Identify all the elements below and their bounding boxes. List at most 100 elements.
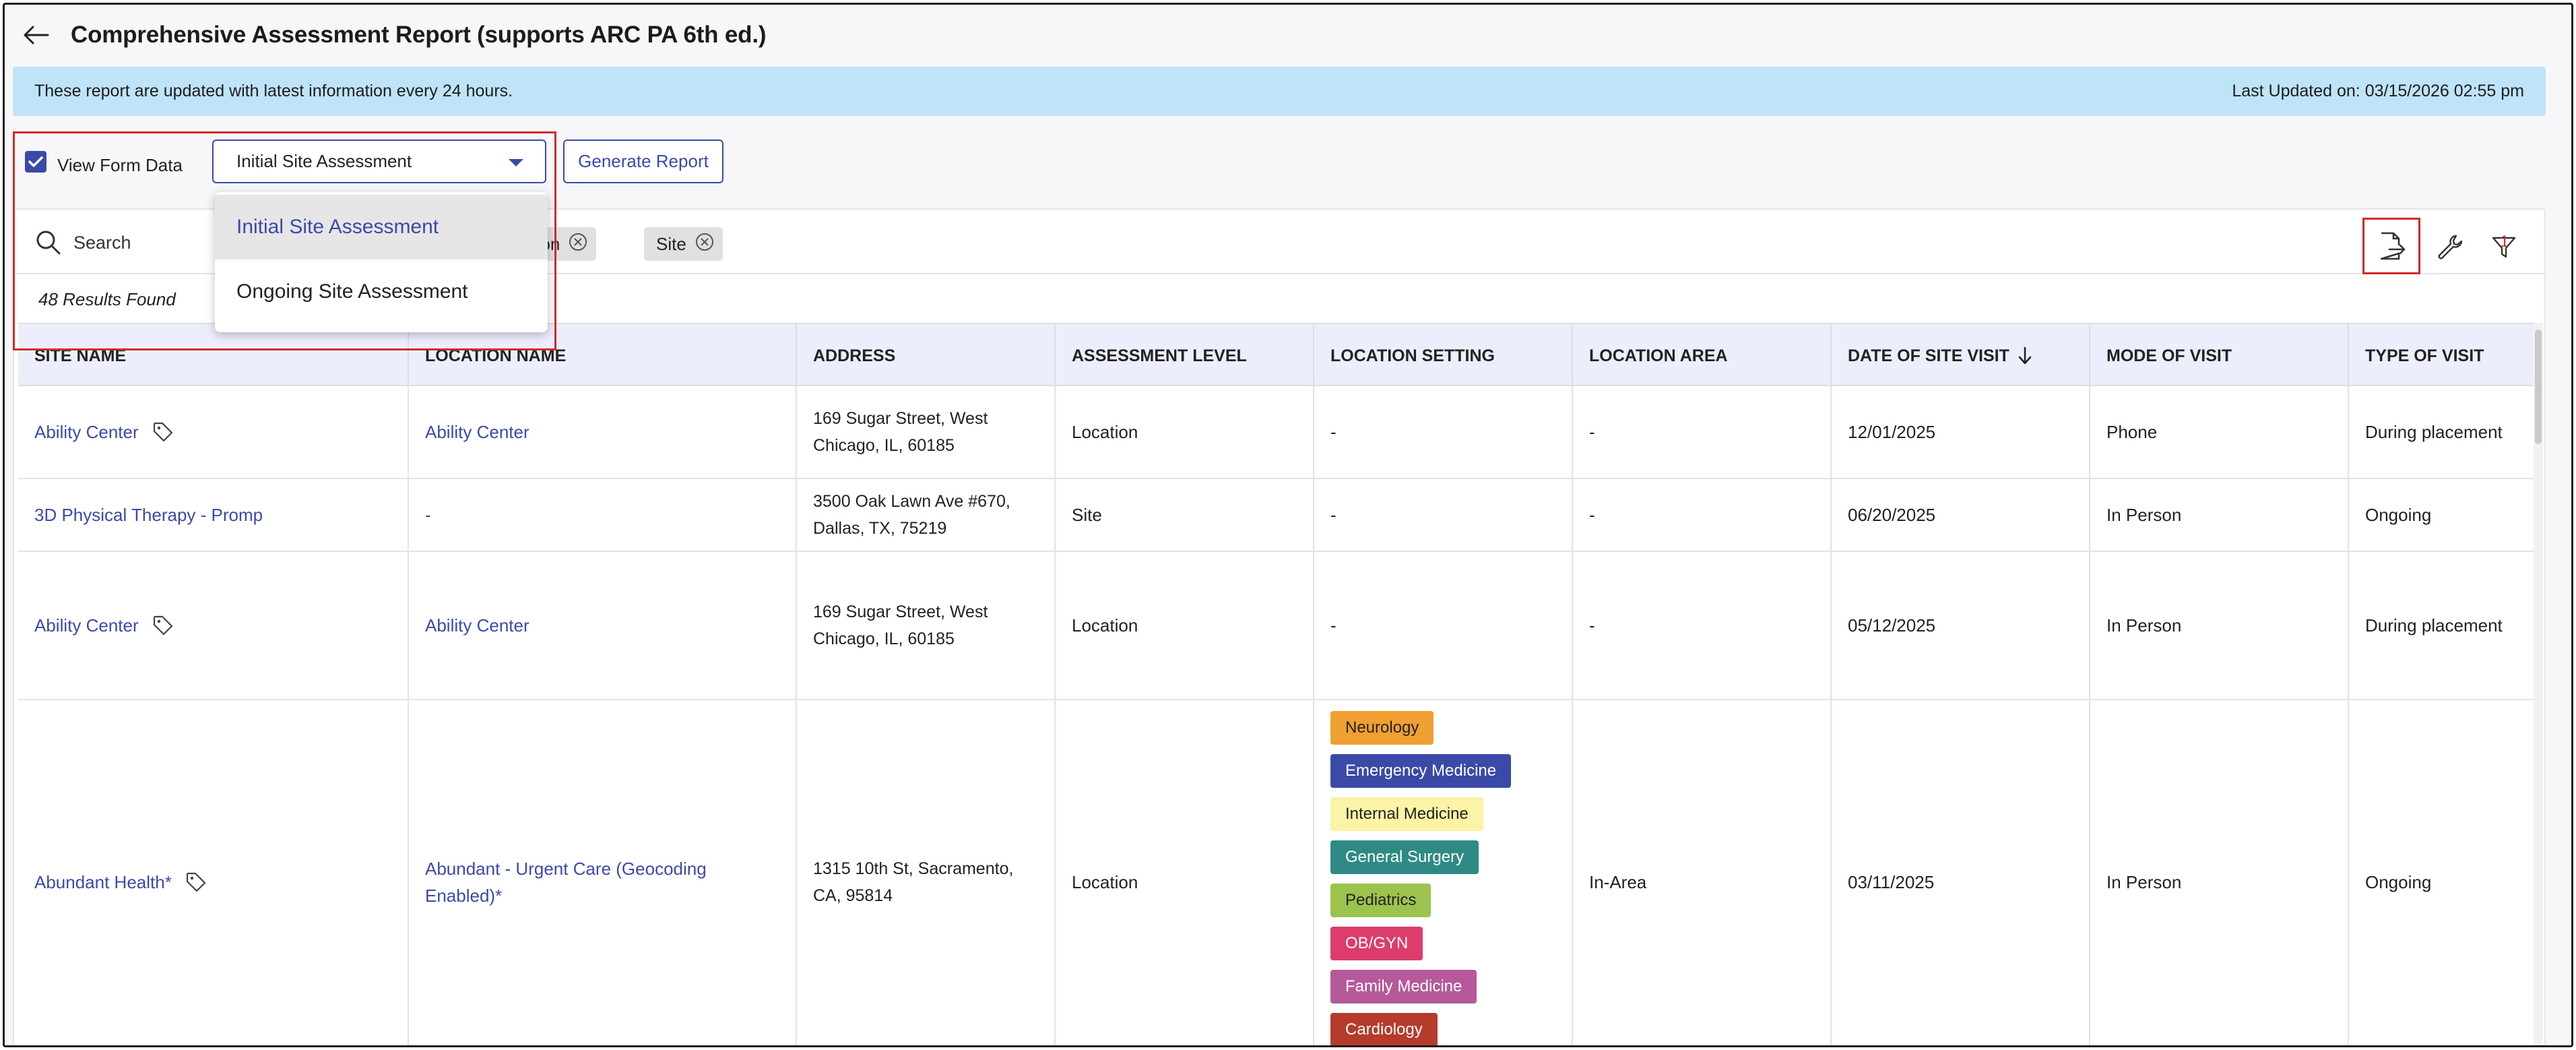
- site-name-cell: Abundant Health*: [18, 700, 408, 1045]
- visit-type-cell: Ongoing: [2348, 700, 2536, 1045]
- location-name-cell: -: [408, 479, 796, 551]
- table-row: Abundant Health* Abundant - Urgent Care …: [18, 700, 2536, 1045]
- report-panel: Search ation Site 1: [13, 208, 2546, 1045]
- site-name-link[interactable]: Ability Center: [34, 615, 139, 636]
- specialty-badge: Cardiology: [1330, 1013, 1438, 1045]
- column-header-label: DATE OF SITE VISIT: [1848, 346, 2009, 365]
- specialty-badge-list: Neurology Emergency Medicine Internal Medi…: [1330, 711, 1512, 1045]
- page-header: Comprehensive Assessment Report (support…: [5, 5, 2571, 65]
- column-header[interactable]: LOCATION SETTING: [1313, 324, 1572, 388]
- specialty-badge: Family Medicine: [1330, 970, 1477, 1003]
- assessment-level-cell: Site: [1054, 479, 1313, 551]
- specialty-badge: General Surgery: [1330, 840, 1479, 874]
- chip-label: Site: [656, 233, 686, 254]
- export-button[interactable]: [2362, 218, 2420, 274]
- close-circle-icon[interactable]: [568, 232, 588, 257]
- location-setting-cell: -: [1313, 386, 1572, 478]
- tag-icon[interactable]: [185, 871, 207, 893]
- column-header[interactable]: LOCATION NAME: [408, 324, 796, 388]
- search-icon: [34, 228, 61, 260]
- specialty-badge: Emergency Medicine: [1330, 754, 1512, 788]
- assessment-level-cell: Location: [1054, 552, 1313, 699]
- scrollbar-thumb[interactable]: [2535, 330, 2542, 444]
- column-header[interactable]: LOCATION AREA: [1572, 324, 1830, 388]
- site-name-link[interactable]: 3D Physical Therapy - Promp: [34, 505, 263, 525]
- address-cell: 169 Sugar Street, West Chicago, IL, 6018…: [796, 552, 1054, 699]
- specialty-badge: Neurology: [1330, 711, 1434, 745]
- generate-report-button[interactable]: Generate Report: [563, 140, 723, 183]
- column-header[interactable]: SITE NAME: [34, 346, 127, 365]
- back-arrow-icon[interactable]: [21, 20, 51, 50]
- site-name-link[interactable]: Abundant Health*: [34, 872, 172, 892]
- address-cell: 3500 Oak Lawn Ave #670, Dallas, TX, 7521…: [796, 479, 1054, 551]
- assessment-select-value: Initial Site Assessment: [236, 151, 412, 171]
- location-setting-cell: -: [1313, 479, 1572, 551]
- results-count: 48 Results Found: [38, 289, 176, 309]
- filter-count-badge: 1: [2500, 233, 2509, 251]
- visit-date-cell: 05/12/2025: [1830, 552, 2089, 699]
- column-header[interactable]: TYPE OF VISIT: [2348, 324, 2536, 388]
- location-area-cell: -: [1572, 479, 1830, 551]
- location-area-cell: In-Area: [1572, 700, 1830, 1045]
- site-name-cell: Ability Center: [18, 552, 408, 699]
- vertical-scrollbar[interactable]: [2534, 323, 2543, 1045]
- export-file-icon: [2380, 232, 2406, 260]
- visit-mode-cell: In Person: [2089, 479, 2348, 551]
- location-area-cell: -: [1572, 386, 1830, 478]
- visit-type-cell: Ongoing: [2348, 479, 2536, 551]
- sort-down-arrow-icon[interactable]: [2018, 346, 2032, 365]
- location-setting-cell: Neurology Emergency Medicine Internal Medi…: [1313, 700, 1572, 1045]
- location-name-link[interactable]: Ability Center: [408, 386, 796, 478]
- column-header[interactable]: MODE OF VISIT: [2089, 324, 2348, 388]
- specialty-badge: OB/GYN: [1330, 927, 1423, 960]
- site-name-link[interactable]: Ability Center: [34, 422, 139, 442]
- tag-icon[interactable]: [152, 421, 174, 443]
- view-form-data-checkbox[interactable]: [25, 151, 46, 173]
- table-row: Ability Center Ability Center 169 Sugar …: [18, 386, 2534, 479]
- table-row: Ability Center Ability Center 169 Sugar …: [18, 552, 2534, 700]
- visit-date-cell: 12/01/2025: [1830, 386, 2089, 478]
- check-icon: [28, 156, 43, 167]
- specialty-badge: Pediatrics: [1330, 884, 1431, 917]
- visit-mode-cell: In Person: [2089, 552, 2348, 699]
- close-circle-icon[interactable]: [695, 232, 715, 257]
- app-window: Comprehensive Assessment Report (support…: [3, 3, 2573, 1047]
- filter-chip-site[interactable]: Site: [644, 227, 723, 261]
- search-input[interactable]: Search: [73, 233, 131, 253]
- table-header: SITE NAME LOCATION NAME ADDRESS ASSESSME…: [18, 323, 2536, 388]
- column-header[interactable]: ASSESSMENT LEVEL: [1054, 324, 1313, 388]
- site-name-cell: 3D Physical Therapy - Promp: [18, 479, 408, 551]
- banner-message: These report are updated with latest inf…: [34, 82, 513, 100]
- assessment-type-dropdown: Initial Site Assessment Ongoing Site Ass…: [215, 192, 548, 332]
- last-updated: Last Updated on: 03/15/2026 02:55 pm: [2232, 82, 2524, 100]
- column-header-date[interactable]: DATE OF SITE VISIT: [1830, 324, 2089, 388]
- visit-mode-cell: Phone: [2089, 386, 2348, 478]
- location-name-link[interactable]: Ability Center: [408, 552, 796, 699]
- column-header[interactable]: ADDRESS: [796, 324, 1054, 388]
- view-form-data-label: View Form Data: [57, 155, 183, 175]
- caret-down-icon: [509, 159, 523, 166]
- visit-type-cell: During placement: [2348, 552, 2536, 699]
- page-title: Comprehensive Assessment Report (support…: [71, 22, 767, 48]
- tag-icon[interactable]: [152, 615, 174, 636]
- site-name-cell: Ability Center: [18, 386, 408, 478]
- specialty-badge: Internal Medicine: [1330, 797, 1483, 831]
- dropdown-option-initial[interactable]: Initial Site Assessment: [215, 195, 548, 259]
- assessment-level-cell: Location: [1054, 386, 1313, 478]
- assessment-type-select[interactable]: Initial Site Assessment: [212, 140, 546, 183]
- location-setting-cell: -: [1313, 552, 1572, 699]
- report-controls: View Form Data Initial Site Assessment G…: [5, 133, 2571, 190]
- location-name-link[interactable]: Abundant - Urgent Care (Geocoding Enable…: [408, 700, 796, 1045]
- visit-type-cell: During placement: [2348, 386, 2536, 478]
- address-cell: 1315 10th St, Sacramento, CA, 95814: [796, 700, 1054, 1045]
- info-banner: These report are updated with latest inf…: [13, 67, 2546, 116]
- assessment-level-cell: Location: [1054, 700, 1313, 1045]
- location-area-cell: -: [1572, 552, 1830, 699]
- wrench-icon[interactable]: [2424, 222, 2476, 273]
- dropdown-option-ongoing[interactable]: Ongoing Site Assessment: [236, 280, 468, 303]
- table-row: 3D Physical Therapy - Promp - 3500 Oak L…: [18, 479, 2534, 552]
- visit-date-cell: 06/20/2025: [1830, 479, 2089, 551]
- visit-date-cell: 03/11/2025: [1830, 700, 2089, 1045]
- filter-icon[interactable]: [2478, 222, 2530, 273]
- address-cell: 169 Sugar Street, West Chicago, IL, 6018…: [796, 386, 1054, 478]
